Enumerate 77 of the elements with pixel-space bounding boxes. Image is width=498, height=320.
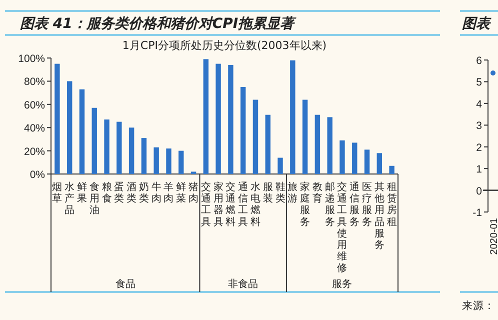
bar: [79, 89, 85, 174]
bar: [128, 128, 134, 174]
bar: [216, 64, 221, 174]
y-tick-label: 6: [476, 55, 482, 67]
x-tick-label: 烟草: [52, 181, 62, 205]
text: 非食品: [228, 278, 258, 290]
x-tick-label: 奶类: [138, 182, 149, 205]
x-tick-label: 酒类: [126, 181, 137, 205]
x-tick-label: 服装: [262, 182, 273, 205]
x-tick-label: 家用器具: [213, 181, 224, 228]
x-tick-label: 交通工具: [200, 181, 211, 228]
x-tick-label: 牛肉: [151, 181, 162, 205]
chart-title: 图表: [462, 16, 492, 32]
bar: [364, 150, 370, 174]
bar: [66, 81, 72, 174]
bar: [389, 166, 394, 174]
y-tick-label: 5: [476, 76, 482, 89]
text: 服务: [332, 278, 352, 290]
bar: [54, 64, 60, 174]
bar: [228, 64, 234, 174]
bar: [340, 140, 345, 174]
y-tick-label: 100%: [18, 53, 45, 65]
bar: [104, 119, 110, 174]
bar: [252, 100, 258, 174]
x-tick-label: 交通燃料: [226, 181, 236, 228]
x-tick-label: 食用油: [89, 181, 100, 216]
y-tick-label: 0%: [30, 169, 45, 181]
x-tick-label: 鲜菜: [176, 181, 186, 205]
x-tick-label: 邮递服务: [324, 181, 335, 228]
x-tick-label: 通信服务: [350, 181, 360, 228]
y-tick-label: 40%: [24, 122, 45, 135]
bar: [376, 153, 382, 174]
bar: [203, 59, 209, 174]
bar: [178, 150, 184, 174]
x-tick-label: 蛋类: [114, 181, 124, 205]
x-tick-label: 医疗服务: [362, 182, 372, 228]
x-tick-label: 教育: [312, 182, 322, 205]
x-tick-label: 猪肉: [188, 181, 199, 205]
bar: [166, 148, 172, 174]
x-tick-label: 鞋类: [275, 181, 286, 205]
x-tick-label: 交通工具使用维修: [337, 181, 348, 274]
x-tick-label: 其他用品服务: [374, 181, 384, 251]
bar: [154, 147, 159, 174]
y-tick-label: 4: [476, 98, 482, 110]
y-tick-label: -1: [472, 207, 482, 219]
x-tick-label: 旅游: [288, 181, 298, 205]
x-tick-label: 通信工具: [238, 181, 248, 228]
y-tick-label: 2: [476, 142, 482, 154]
bar: [352, 142, 358, 174]
bar: [290, 60, 296, 174]
bar: [92, 108, 97, 174]
x-tick-label: 2020-01: [489, 218, 498, 255]
y-tick-label: 0: [476, 185, 482, 198]
chart-title: 图表 41：服务类价格和猪价对CPI拖累显著: [20, 15, 298, 32]
source-note: 来源：: [462, 299, 495, 312]
bar: [278, 158, 283, 174]
bar: [314, 114, 320, 174]
x-tick-label: 水电燃料: [250, 181, 260, 228]
x-tick-label: 租赁房租: [386, 182, 397, 228]
y-tick-label: 1: [476, 164, 482, 176]
bar: [240, 87, 246, 174]
x-tick-label: 鲜果: [76, 181, 87, 205]
x-tick-label: 家庭服务: [300, 181, 310, 228]
bar: [141, 138, 147, 174]
x-tick-label: 羊肉: [164, 181, 174, 205]
y-tick-label: 60%: [24, 99, 45, 112]
bar: [116, 122, 122, 174]
bar: [265, 114, 270, 174]
x-tick-label: 粮食: [102, 181, 112, 205]
x-tick-label: 水产品: [64, 181, 75, 216]
y-tick-label: 3: [476, 120, 482, 132]
bar: [327, 117, 332, 174]
y-tick-label: 80%: [24, 76, 45, 88]
chart-subtitle: 1月CPI分项所处历史分位数(2003年以来): [122, 39, 327, 52]
y-tick-label: 20%: [24, 146, 45, 158]
bar: [302, 100, 308, 174]
text: 食品: [115, 278, 136, 290]
